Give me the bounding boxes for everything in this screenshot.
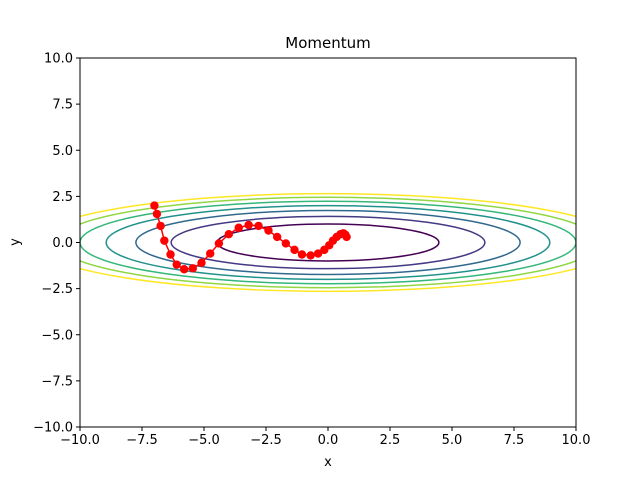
y-tick-label: 10.0 <box>44 52 73 67</box>
x-tick-label: 2.5 <box>380 433 401 448</box>
contour-lines <box>80 192 576 293</box>
x-tick-label: −7.5 <box>126 433 158 448</box>
y-tick-label: 7.5 <box>52 98 73 113</box>
trajectory-point <box>254 221 263 231</box>
x-axis: −10.0 −7.5 −5.0 −2.5 0.0 2.5 5.0 7.5 10.0 <box>60 427 590 448</box>
trajectory-point <box>206 249 215 258</box>
trajectory-point <box>313 249 323 258</box>
y-tick-label: 2.5 <box>52 190 73 205</box>
x-tick-label: −5.0 <box>188 433 220 448</box>
trajectory-point <box>160 236 169 245</box>
trajectory-point <box>179 265 189 274</box>
y-axis: −10.0 −7.5 −5.0 −2.5 0.0 2.5 5.0 7.5 10.0 <box>33 52 80 436</box>
trajectory-point <box>234 223 243 232</box>
contour-level-5 <box>80 200 576 285</box>
optimizer-trajectory <box>150 201 351 274</box>
trajectory-point <box>224 229 233 239</box>
x-tick-label: −10.0 <box>60 433 100 448</box>
contour-level-7 <box>80 192 576 293</box>
trajectory-point <box>188 264 198 273</box>
contour-level-6 <box>80 196 576 289</box>
y-axis-label: y <box>8 238 23 246</box>
y-tick-label: −5.0 <box>41 328 73 343</box>
trajectory-point <box>244 220 253 230</box>
x-axis-label: x <box>324 455 332 470</box>
contour-level-4 <box>105 204 551 281</box>
x-tick-label: −2.5 <box>250 433 282 448</box>
trajectory-point <box>214 239 224 248</box>
trajectory-point <box>152 209 162 219</box>
trajectory-point <box>290 245 299 255</box>
trajectory-point <box>306 251 315 260</box>
x-tick-label: 0.0 <box>318 433 339 448</box>
y-tick-label: −10.0 <box>33 421 73 436</box>
trajectory-point <box>297 250 307 259</box>
y-tick-label: −2.5 <box>41 282 73 297</box>
contour-level-3 <box>135 209 521 276</box>
trajectory-point <box>281 239 291 248</box>
trajectory-point <box>272 232 282 242</box>
y-tick-label: 0.0 <box>52 236 73 251</box>
contour-level-2 <box>170 215 486 270</box>
trajectory-point <box>342 232 351 242</box>
y-tick-label: −7.5 <box>41 374 73 389</box>
trajectory-point <box>156 221 165 231</box>
x-tick-label: 7.5 <box>504 433 525 448</box>
x-tick-label: 10.0 <box>562 433 591 448</box>
x-tick-label: 5.0 <box>442 433 463 448</box>
y-tick-label: 5.0 <box>52 144 73 159</box>
trajectory-point <box>172 260 181 269</box>
trajectory-point <box>264 226 273 235</box>
trajectory-point <box>166 250 175 259</box>
chart-title: Momentum <box>285 34 370 52</box>
trajectory-point <box>150 201 159 210</box>
trajectory-point <box>197 258 206 267</box>
